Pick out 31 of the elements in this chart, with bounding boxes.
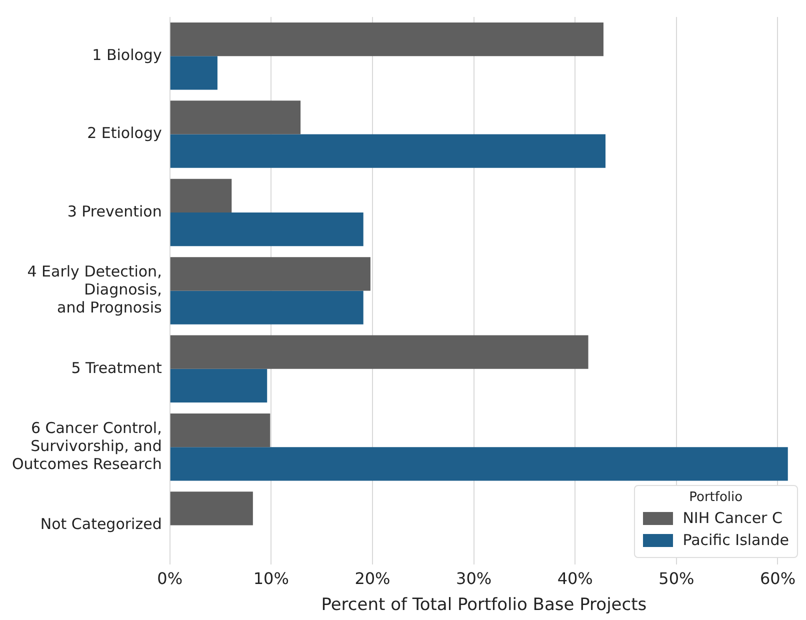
bar [170,447,788,481]
y-tick-label: 4 Early Detection, Diagnosis, and Prognosis [27,262,162,317]
bar [170,335,588,369]
bar [170,22,604,56]
bar [170,368,268,403]
bar [170,100,301,134]
bar [170,492,253,526]
y-tick-label: Not Categorized [40,515,162,534]
x-tick-label: 0% [157,569,183,588]
legend-label: Pacific Islande [682,531,789,549]
legend-title: Portfolio [688,490,744,505]
bar [170,290,364,324]
bar [170,212,364,246]
y-tick-label: 3 Prevention [67,202,162,220]
bar [170,257,370,291]
x-tick-label: 50% [658,569,694,588]
bar [170,413,270,448]
x-tick-label: 10% [253,569,289,588]
bar [170,178,232,212]
y-tick-label: 2 Etiology [87,124,162,142]
legend-label: NIH Cancer C [682,509,782,527]
y-tick-label: 1 Biology [92,46,162,64]
y-tick-label: 6 Cancer Control, Survivorship, and Outcomes Research [12,418,162,473]
y-tick-label: 5 Treatment [71,358,162,377]
bar [170,134,606,168]
x-tick-label: 30% [456,569,492,588]
x-axis-title: Percent of Total Portfolio Base Projects [321,595,647,616]
x-tick-label: 40% [557,569,593,588]
x-tick-label: 60% [760,569,796,588]
bar [170,56,218,90]
x-tick-label: 20% [354,569,390,588]
